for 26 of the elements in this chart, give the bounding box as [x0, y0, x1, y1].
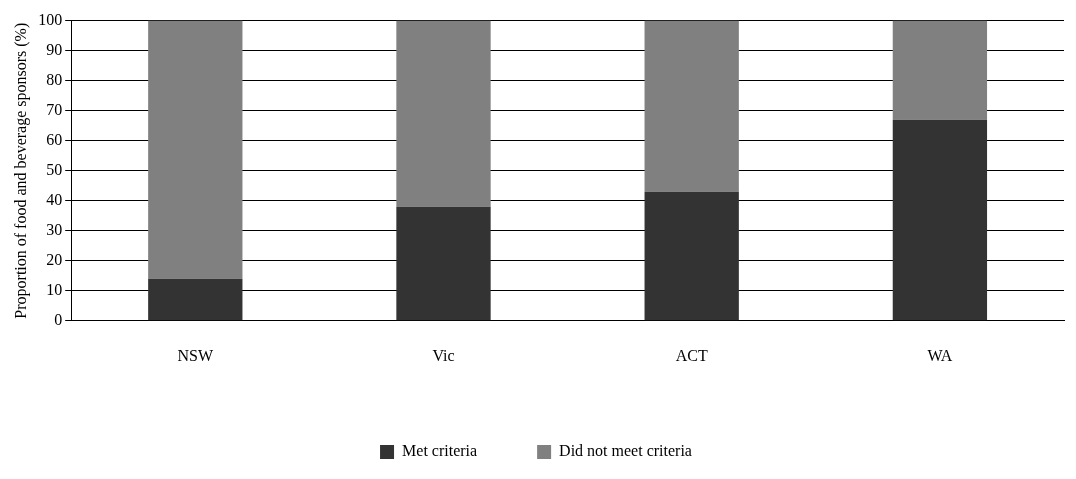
y-tick-label: 80 — [46, 70, 63, 88]
y-tick-label: 30 — [46, 220, 63, 238]
legend-label: Met criteria — [402, 442, 478, 460]
bar — [396, 20, 491, 207]
bar — [396, 206, 491, 321]
y-axis-title: Proportion of food and beverage sponsors (%) — [11, 22, 30, 319]
x-tick-label: Vic — [432, 346, 455, 364]
y-tick-label: 50 — [46, 160, 63, 178]
y-tick-label: 10 — [46, 280, 63, 298]
x-tick-label: ACT — [675, 346, 708, 364]
y-tick-label: 90 — [46, 40, 63, 58]
y-tick-label: 0 — [54, 311, 63, 328]
bar — [892, 20, 988, 120]
y-tick-label: 70 — [46, 100, 63, 118]
y-tick-label: 100 — [38, 10, 63, 28]
bar — [644, 191, 739, 321]
x-tick-label: NSW — [177, 346, 214, 364]
bar — [644, 20, 739, 192]
y-tick-label: 60 — [46, 130, 63, 148]
legend-label: Did not meet criteria — [559, 442, 692, 460]
bar — [148, 20, 243, 279]
bar — [892, 119, 988, 321]
bar — [148, 278, 243, 321]
x-tick-label: WA — [927, 346, 953, 364]
y-tick-label: 40 — [46, 190, 63, 208]
y-tick-label: 20 — [46, 250, 63, 268]
